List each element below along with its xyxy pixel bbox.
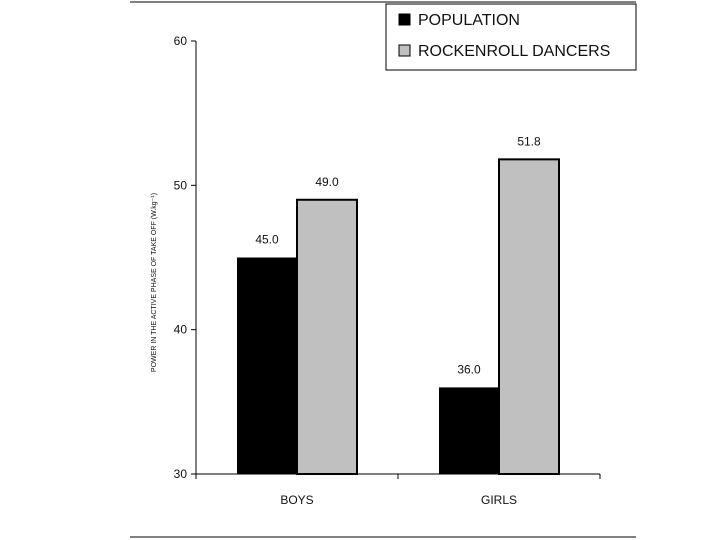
- legend-swatch-population: [398, 13, 411, 26]
- legend-box: [385, 3, 637, 71]
- legend-swatch-rockenroll-dancers: [398, 44, 411, 57]
- category-label-girls: GIRLS: [481, 493, 517, 507]
- bar-girls-rockenroll-dancers: [498, 158, 560, 475]
- data-label-boys-rockenroll-dancers: 49.0: [315, 175, 339, 189]
- data-label-girls-rockenroll-dancers: 51.8: [517, 134, 541, 148]
- y-tick-label: 40: [174, 323, 188, 337]
- y-axis-label: POWER IN THE ACTIVE PHASE OF TAKE OFF (W…: [151, 193, 158, 372]
- legend: POPULATION ROCKENROLL DANCERS: [385, 3, 637, 71]
- bar-boys-rockenroll-dancers: [296, 198, 358, 475]
- y-tick-label: 30: [174, 467, 188, 481]
- y-tick-label: 60: [174, 34, 188, 48]
- category-label-boys: BOYS: [280, 493, 313, 507]
- legend-label-population: POPULATION: [418, 12, 520, 29]
- data-label-girls-population: 36.0: [457, 362, 481, 376]
- legend-label-rockenroll-dancers: ROCKENROLL DANCERS: [418, 43, 610, 60]
- bar-boys-population: [237, 257, 297, 474]
- plot-area: 30 40 50 60 45.0 49.0 BOYS 36.0 51.8 GIRLS: [174, 34, 601, 507]
- data-label-boys-population: 45.0: [255, 233, 279, 247]
- y-tick-label: 50: [174, 178, 188, 192]
- bar-girls-population: [439, 387, 499, 474]
